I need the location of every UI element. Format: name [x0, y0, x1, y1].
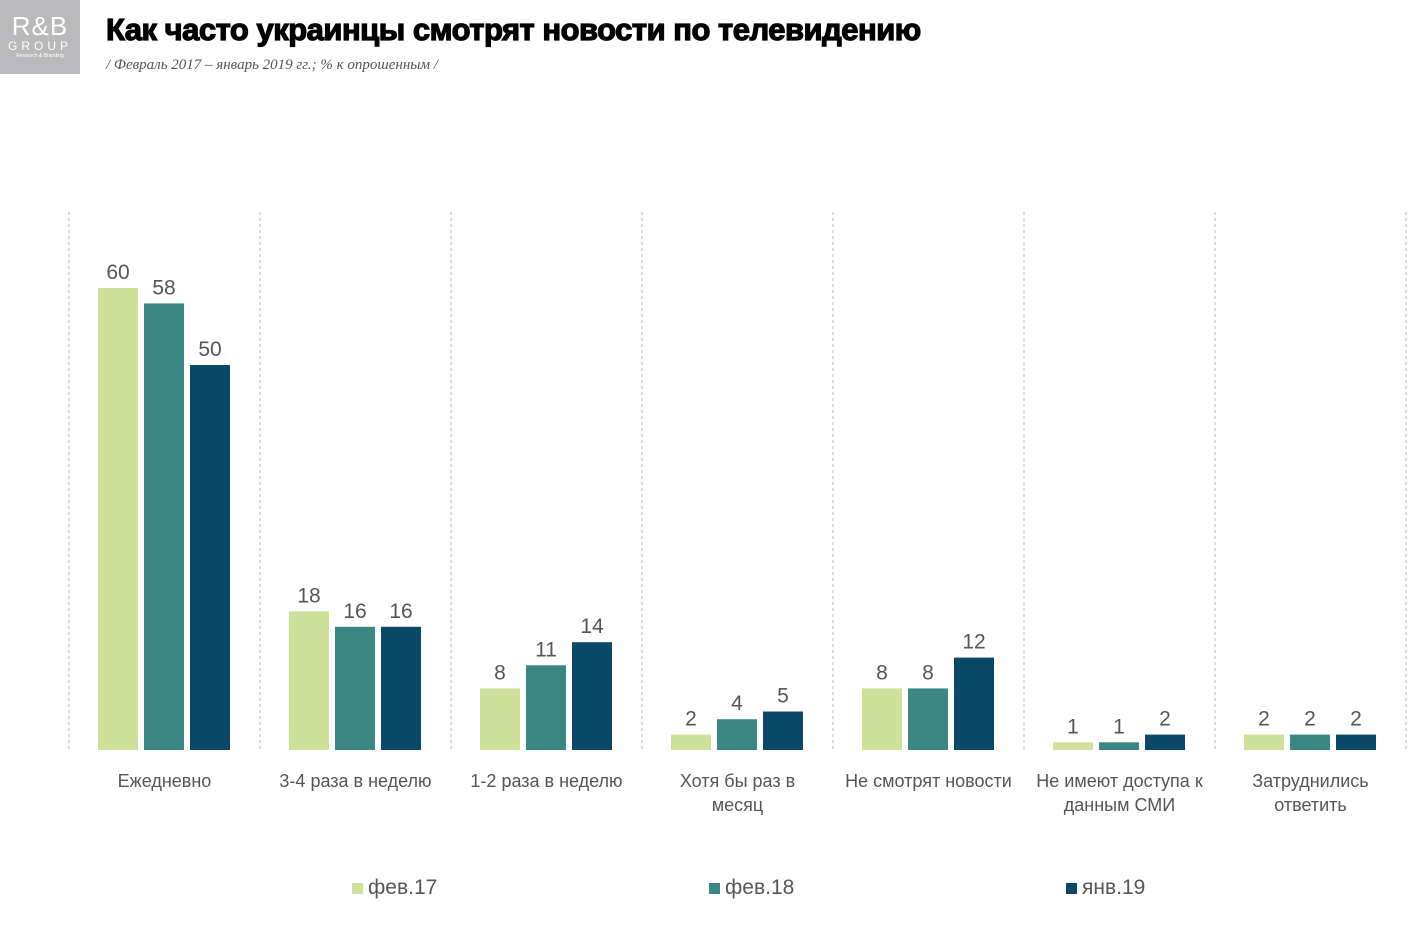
- legend-swatch: [1066, 882, 1077, 894]
- data-label: 12: [962, 631, 985, 654]
- bar: [671, 734, 711, 750]
- bar: [144, 303, 184, 750]
- legend-item: фев.17: [352, 876, 437, 900]
- data-label: 4: [731, 692, 743, 715]
- data-label: 58: [152, 276, 175, 299]
- legend-item: фев.18: [709, 876, 794, 900]
- data-label: 1: [1067, 715, 1079, 738]
- bar: [1145, 734, 1185, 750]
- bar: [289, 611, 329, 750]
- logo: R&B GROUP Research & Branding: [0, 0, 80, 74]
- bar: [572, 642, 612, 750]
- data-label: 2: [1304, 708, 1316, 731]
- bar: [98, 288, 138, 750]
- data-label: 11: [535, 638, 557, 661]
- category-label: данным СМИ: [1064, 795, 1175, 815]
- bar: [862, 688, 902, 750]
- bar: [335, 626, 375, 750]
- legend-label: фев.18: [725, 876, 795, 899]
- data-label: 2: [685, 708, 697, 731]
- page-title: Как часто украинцы смотрят новости по те…: [105, 11, 921, 47]
- data-label: 16: [389, 600, 412, 623]
- category-label: Ежедневно: [118, 771, 212, 791]
- category-label: месяц: [712, 795, 763, 815]
- bar: [1244, 734, 1284, 750]
- data-label: 16: [343, 600, 366, 623]
- data-label: 2: [1258, 708, 1270, 731]
- legend-label: фев.17: [368, 876, 438, 899]
- bar: [480, 688, 520, 750]
- bar: [763, 711, 803, 750]
- bar: [1053, 742, 1093, 750]
- bar: [954, 657, 994, 750]
- data-label: 8: [494, 661, 506, 684]
- data-label: 60: [106, 261, 129, 284]
- bar: [717, 719, 757, 750]
- page-subtitle: / Февраль 2017 – январь 2019 гг.; % к оп…: [106, 57, 438, 73]
- category-label: ответить: [1274, 795, 1347, 815]
- data-label: 8: [876, 661, 888, 684]
- category-label: Не имеют доступа к: [1036, 771, 1203, 791]
- category-label: Хотя бы раз в: [680, 771, 795, 791]
- bar: [526, 665, 566, 750]
- bar: [1336, 734, 1376, 750]
- data-label: 2: [1350, 708, 1362, 731]
- legend-swatch: [352, 882, 363, 894]
- data-label: 5: [777, 685, 789, 708]
- category-label: 1-2 раза в неделю: [470, 771, 622, 791]
- bar: [381, 626, 421, 750]
- category-label: Не смотрят новости: [845, 771, 1012, 791]
- bar: [908, 688, 948, 750]
- data-label: 50: [198, 338, 221, 361]
- bar: [190, 365, 230, 750]
- data-label: 14: [580, 615, 604, 638]
- category-label: Затруднились: [1252, 771, 1368, 791]
- data-label: 2: [1159, 708, 1171, 731]
- data-label: 1: [1113, 715, 1125, 738]
- category-label: 3-4 раза в неделю: [279, 771, 431, 791]
- bar: [1290, 734, 1330, 750]
- legend-label: янв.19: [1082, 876, 1146, 899]
- legend-item: янв.19: [1066, 876, 1145, 900]
- bar: [1099, 742, 1139, 750]
- data-label: 18: [297, 584, 320, 607]
- legend-swatch: [709, 882, 720, 894]
- data-label: 8: [922, 661, 934, 684]
